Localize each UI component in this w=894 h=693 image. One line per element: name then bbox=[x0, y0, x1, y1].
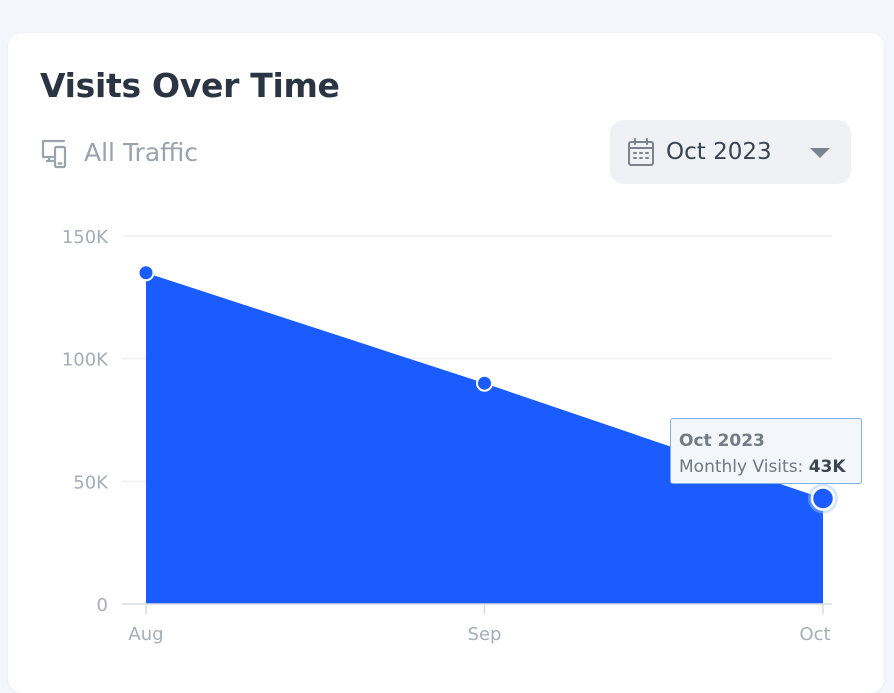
visits-area bbox=[146, 272, 823, 604]
tooltip-label: Monthly Visits: bbox=[679, 457, 809, 477]
y-tick-label: 0 bbox=[97, 595, 108, 616]
traffic-filter[interactable]: All Traffic bbox=[40, 134, 198, 170]
x-axis bbox=[122, 603, 832, 614]
x-axis-labels: Aug Sep Oct bbox=[128, 624, 830, 645]
card-title: Visits Over Time bbox=[40, 66, 340, 105]
tooltip-value: 43K bbox=[808, 457, 846, 477]
tooltip-title: Oct 2023 bbox=[679, 431, 765, 451]
data-points bbox=[137, 264, 838, 514]
tooltip-body: Monthly Visits: 43K bbox=[679, 454, 853, 480]
y-axis-labels: 0 50K 100K 150K bbox=[62, 227, 109, 616]
y-tick-label: 50K bbox=[73, 472, 109, 493]
caret-down-icon bbox=[810, 148, 830, 158]
date-select-value: Oct 2023 bbox=[666, 139, 772, 165]
data-point bbox=[137, 264, 155, 282]
data-point bbox=[476, 374, 493, 392]
x-tick-label: Aug bbox=[128, 624, 163, 645]
x-tick-label: Oct bbox=[799, 624, 830, 645]
x-tick-label: Sep bbox=[468, 624, 502, 645]
devices-icon bbox=[41, 139, 67, 169]
data-point-highlighted bbox=[810, 486, 836, 511]
top-strip bbox=[0, 0, 894, 22]
traffic-filter-label: All Traffic bbox=[84, 137, 199, 167]
chart-tooltip: Oct 2023 Monthly Visits: 43K bbox=[670, 418, 862, 484]
y-tick-label: 100K bbox=[62, 350, 109, 371]
visits-chart: 0 50K 100K 150K Aug Sep Oct bbox=[62, 227, 838, 645]
y-tick-label: 150K bbox=[62, 227, 109, 248]
date-select[interactable]: Oct 2023 bbox=[610, 120, 851, 184]
calendar-icon bbox=[628, 138, 654, 166]
